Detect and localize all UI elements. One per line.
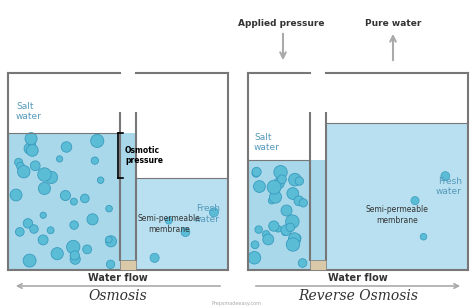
Text: Reverse Osmosis: Reverse Osmosis xyxy=(298,289,418,303)
Circle shape xyxy=(15,158,23,166)
Circle shape xyxy=(23,219,33,228)
Bar xyxy=(120,260,136,270)
Circle shape xyxy=(286,215,299,228)
Circle shape xyxy=(255,226,263,233)
Circle shape xyxy=(105,236,117,247)
Text: Salt
water: Salt water xyxy=(16,102,42,121)
Text: Applied pressure: Applied pressure xyxy=(238,19,324,28)
Circle shape xyxy=(106,205,112,212)
Circle shape xyxy=(288,233,301,245)
Circle shape xyxy=(282,229,288,236)
Circle shape xyxy=(262,231,270,238)
Circle shape xyxy=(97,177,104,184)
Text: Prepsmadeeasy.com: Prepsmadeeasy.com xyxy=(212,301,262,306)
Circle shape xyxy=(70,251,80,260)
Circle shape xyxy=(275,225,282,232)
Circle shape xyxy=(61,142,72,152)
Circle shape xyxy=(30,225,38,233)
Circle shape xyxy=(286,223,295,232)
Circle shape xyxy=(165,217,172,224)
Circle shape xyxy=(420,233,427,240)
Circle shape xyxy=(25,133,37,145)
Circle shape xyxy=(281,225,292,236)
Circle shape xyxy=(298,259,307,267)
Circle shape xyxy=(299,199,308,207)
Circle shape xyxy=(286,238,300,251)
Circle shape xyxy=(47,227,54,234)
Circle shape xyxy=(150,253,159,262)
Circle shape xyxy=(181,228,190,237)
Circle shape xyxy=(16,228,24,236)
Circle shape xyxy=(295,177,303,185)
Text: Fresh
water: Fresh water xyxy=(194,204,220,224)
Circle shape xyxy=(38,168,51,181)
Circle shape xyxy=(287,188,299,199)
Circle shape xyxy=(106,260,115,269)
Circle shape xyxy=(38,182,50,195)
Circle shape xyxy=(210,208,219,217)
Bar xyxy=(310,160,326,270)
Bar xyxy=(326,123,468,270)
Circle shape xyxy=(267,180,281,194)
Circle shape xyxy=(24,143,35,154)
Circle shape xyxy=(263,234,273,245)
Circle shape xyxy=(91,134,104,148)
Bar xyxy=(248,160,310,270)
Bar xyxy=(310,260,326,270)
Circle shape xyxy=(273,178,284,189)
Circle shape xyxy=(67,240,80,253)
Text: Fresh
water: Fresh water xyxy=(436,177,462,196)
Circle shape xyxy=(252,169,260,177)
Circle shape xyxy=(248,252,261,264)
Circle shape xyxy=(106,236,112,243)
Circle shape xyxy=(70,254,80,264)
Text: Salt
water: Salt water xyxy=(254,133,280,152)
Text: Osmosis: Osmosis xyxy=(89,289,147,303)
Circle shape xyxy=(252,167,261,176)
Circle shape xyxy=(281,205,292,216)
Circle shape xyxy=(40,212,46,218)
Circle shape xyxy=(27,145,38,156)
Circle shape xyxy=(294,234,301,242)
Text: Semi-permeable
membrane: Semi-permeable membrane xyxy=(365,205,428,225)
Circle shape xyxy=(251,241,259,249)
Circle shape xyxy=(17,162,25,170)
Circle shape xyxy=(269,191,282,203)
Text: Semi-permeable
membrane: Semi-permeable membrane xyxy=(137,214,201,234)
Circle shape xyxy=(411,197,419,205)
Circle shape xyxy=(289,173,301,186)
Circle shape xyxy=(441,172,450,180)
Circle shape xyxy=(83,245,91,254)
Circle shape xyxy=(60,191,71,201)
Circle shape xyxy=(46,171,57,184)
Circle shape xyxy=(254,181,265,192)
Circle shape xyxy=(91,157,99,164)
Circle shape xyxy=(269,221,279,231)
Circle shape xyxy=(30,161,40,171)
Bar xyxy=(120,133,136,270)
Bar xyxy=(136,178,228,270)
Circle shape xyxy=(38,235,48,245)
Circle shape xyxy=(277,175,286,184)
Circle shape xyxy=(268,197,275,204)
Circle shape xyxy=(70,221,78,229)
Bar xyxy=(8,133,120,270)
Circle shape xyxy=(274,165,287,179)
Circle shape xyxy=(71,198,77,205)
Circle shape xyxy=(23,254,36,267)
Circle shape xyxy=(29,141,36,148)
Text: Water flow: Water flow xyxy=(328,273,388,283)
Circle shape xyxy=(10,189,22,201)
Text: Water flow: Water flow xyxy=(88,273,148,283)
Circle shape xyxy=(51,248,63,260)
Circle shape xyxy=(18,165,30,178)
Text: Osmotic
pressure: Osmotic pressure xyxy=(125,146,163,165)
Circle shape xyxy=(294,237,301,244)
Circle shape xyxy=(294,196,304,206)
Circle shape xyxy=(56,156,63,162)
Circle shape xyxy=(81,194,89,203)
Text: Pure water: Pure water xyxy=(365,19,421,28)
Circle shape xyxy=(288,239,298,250)
Circle shape xyxy=(87,214,98,225)
